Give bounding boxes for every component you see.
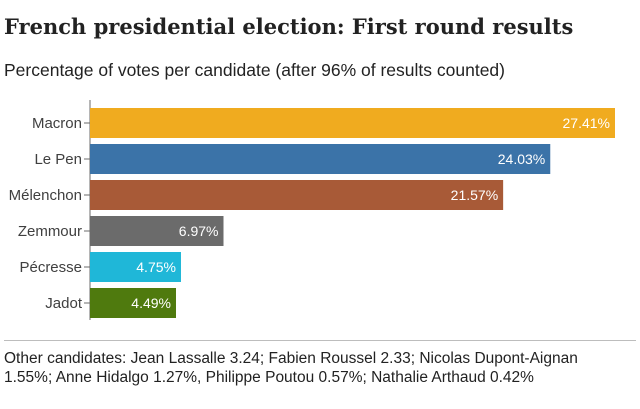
- y-tick-label: Macron: [32, 115, 82, 132]
- data-label: 4.49%: [131, 295, 171, 311]
- y-tick-label: Pécresse: [19, 259, 82, 276]
- y-tick-label: Zemmour: [18, 223, 82, 240]
- bar-jadot: [90, 288, 176, 318]
- data-label: 27.41%: [563, 115, 610, 131]
- bar-zemmour: [90, 216, 224, 246]
- divider: [4, 340, 636, 341]
- chart-subtitle: Percentage of votes per candidate (after…: [4, 60, 505, 80]
- footnote: Other candidates: Jean Lassalle 3.24; Fa…: [4, 350, 578, 386]
- y-tick-label: Le Pen: [34, 151, 82, 168]
- data-label: 6.97%: [179, 223, 219, 239]
- chart-title: French presidential election: First roun…: [4, 14, 574, 39]
- bar-macron: [90, 108, 615, 138]
- data-label: 24.03%: [498, 151, 545, 167]
- data-label: 21.57%: [451, 187, 498, 203]
- y-tick-label: Jadot: [45, 295, 83, 312]
- bar-pecresse: [90, 252, 181, 282]
- bar-le-pen: [90, 144, 551, 174]
- y-tick-label: Mélenchon: [9, 187, 82, 204]
- bar-chart: Macron 27.41% Le Pen 24.03% Mélenchon 21.57% Z…: [9, 100, 615, 320]
- bar-melenchon: [90, 180, 504, 210]
- data-label: 4.75%: [136, 259, 176, 275]
